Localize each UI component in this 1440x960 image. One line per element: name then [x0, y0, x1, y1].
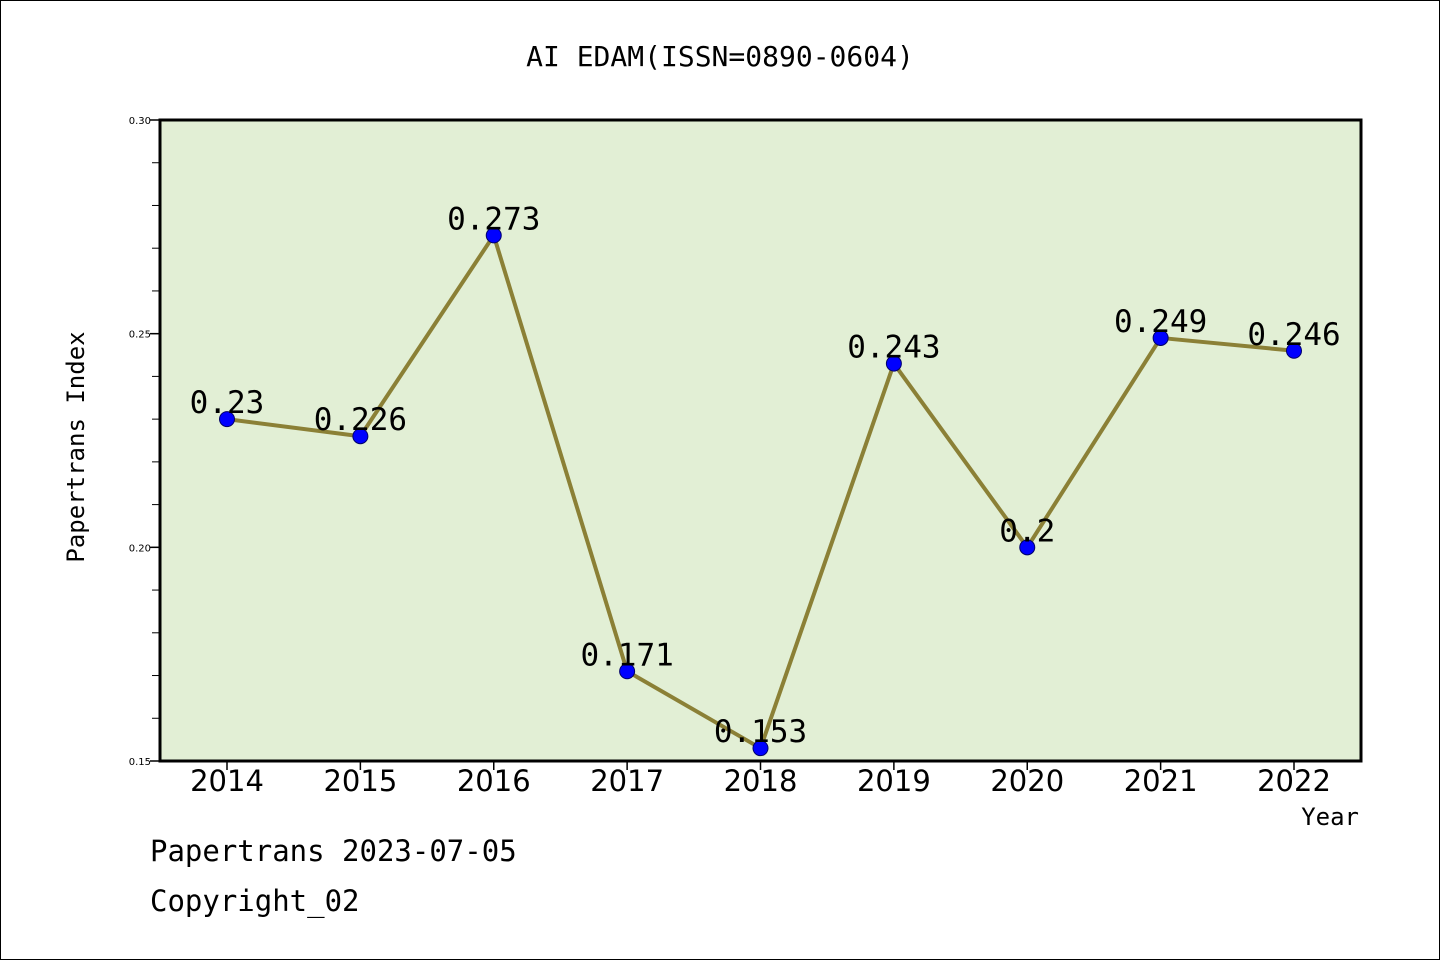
data-point-marker [885, 355, 902, 372]
x-axis-ticks: 2014 2015 2016 2017 2018 2019 2020 2021 2022 [190, 761, 1331, 798]
data-value-label: 0.273 [447, 201, 540, 237]
plot-area [160, 120, 1361, 761]
x-tick-label: 2016 [457, 764, 531, 798]
data-point-marker [1152, 329, 1169, 346]
data-value-label: 0.243 [847, 330, 940, 366]
data-labels: 0.23 0.226 0.273 0.171 0.153 0.243 0.2 0.249 0.2… [190, 201, 1341, 750]
x-tick-label: 2014 [190, 764, 264, 798]
data-value-label: 0.171 [580, 637, 673, 673]
y-tick-label: 0.20 [129, 543, 151, 554]
x-tick-label: 2015 [323, 764, 397, 798]
y-tick-label: 0.15 [129, 757, 151, 768]
data-value-label: 0.2 [999, 513, 1055, 549]
x-tick-label: 2018 [724, 764, 798, 798]
footer-date: Papertrans 2023-07-05 [150, 834, 517, 868]
footer-copyright: Copyright_02 [150, 884, 360, 918]
data-points [219, 227, 1302, 757]
y-axis-ticks: 0.15 0.20 0.25 0.30 [129, 116, 160, 768]
x-tick-label: 2022 [1257, 764, 1331, 798]
data-value-label: 0.249 [1114, 304, 1207, 340]
data-point-marker [1286, 342, 1302, 359]
x-tick-label: 2019 [857, 764, 931, 798]
chart-title: AI EDAM(ISSN=0890-0604) [526, 40, 914, 73]
data-value-label: 0.153 [714, 714, 807, 750]
data-value-label: 0.23 [190, 385, 265, 421]
x-tick-label: 2017 [590, 764, 664, 798]
data-point-marker [1019, 539, 1036, 556]
data-point-marker [752, 740, 769, 757]
x-axis-label: Year [1301, 803, 1359, 831]
data-point-marker [219, 411, 235, 428]
data-point-marker [485, 227, 502, 244]
data-value-label: 0.226 [314, 402, 407, 438]
y-axis-label: Papertrans Index [62, 331, 90, 562]
data-value-label: 0.246 [1247, 317, 1340, 353]
y-tick-label: 0.30 [129, 116, 151, 127]
x-tick-label: 2020 [990, 764, 1064, 798]
y-tick-label: 0.25 [129, 330, 151, 341]
plot-frame [158, 118, 1363, 763]
data-point-marker [619, 663, 636, 680]
data-point-marker [352, 428, 369, 445]
x-tick-label: 2021 [1124, 764, 1198, 798]
